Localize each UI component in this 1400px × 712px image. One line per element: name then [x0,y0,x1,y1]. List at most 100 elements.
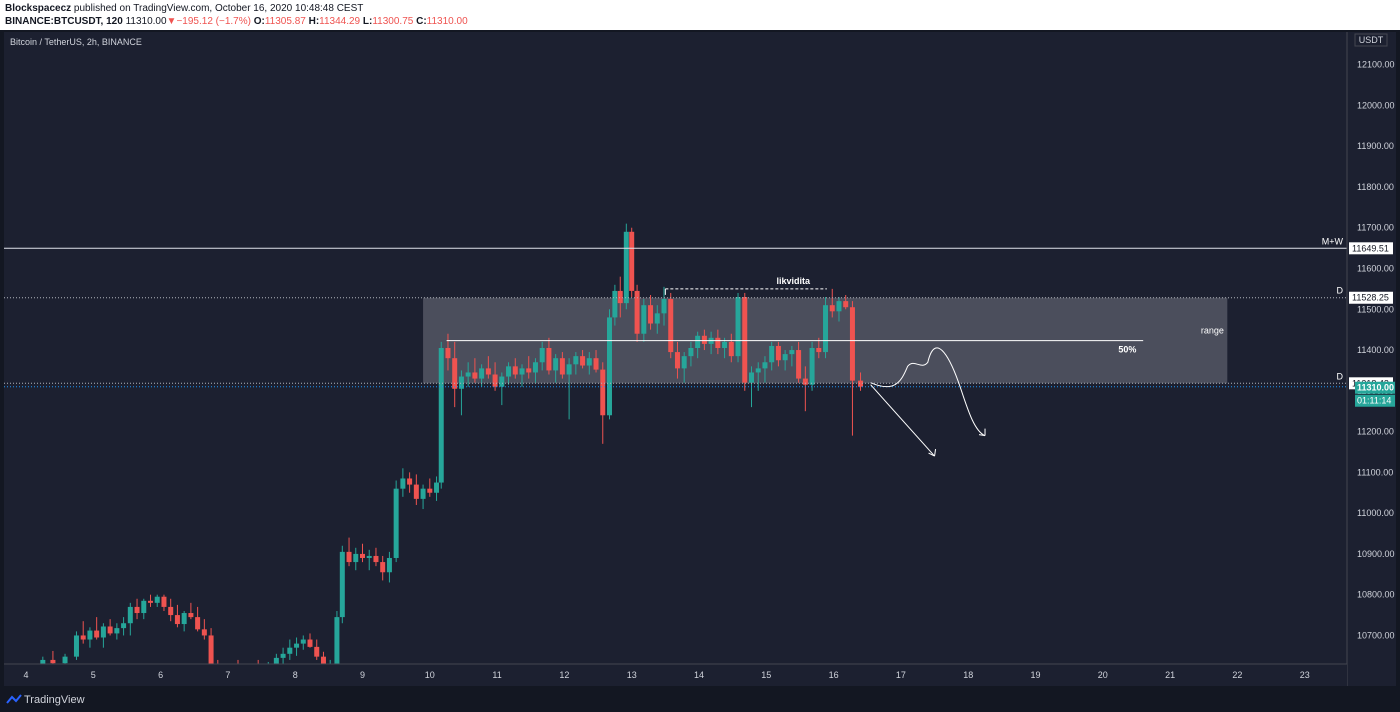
candle [593,350,599,373]
d-price-tag-background [1349,291,1393,304]
candle [823,297,829,359]
candle [654,305,660,334]
candle [434,476,440,501]
candle-body [492,374,498,387]
candle-body [80,635,86,640]
candle [427,478,433,497]
candle [775,341,781,367]
candle-body [668,299,674,353]
candle-body [134,606,140,614]
candle [366,549,372,571]
candle-body [559,358,565,375]
candle-body [553,358,559,371]
candle-body [722,341,728,348]
candle [782,350,788,371]
wave-projection-path [870,347,986,437]
candle [121,617,127,636]
candle-body [73,635,79,657]
candle-body [715,337,721,348]
candle [641,299,647,342]
candle [400,468,406,497]
candle-body [728,341,734,357]
candle [623,223,629,310]
price-tick-label: 11400.00 [1357,345,1394,355]
candle-body [629,231,635,291]
candle [681,352,687,383]
candle-body [445,348,451,359]
candle-body [393,488,399,558]
candle-body [661,299,667,314]
candle-body [755,368,761,373]
candle [154,594,160,607]
author-name[interactable]: Blockspacecz [5,3,72,14]
arrowhead-icon [978,428,986,437]
candle [452,341,458,408]
candle [386,551,392,583]
candle-body [161,596,167,607]
candle [715,329,721,355]
time-tick-label: 14 [694,670,704,680]
candle-body [648,305,654,324]
range-label: range [1201,326,1224,336]
candle [674,341,680,379]
last-price-tag-background [1355,381,1395,394]
publication-line: Blockspacecz published on TradingView.co… [5,3,363,15]
candle-body [307,639,313,647]
candle [539,341,545,371]
candle-body [434,482,440,493]
candle [688,341,694,367]
candle [94,617,100,640]
m-w-price-tag: 11649.51 [1352,243,1389,253]
candle [648,294,654,330]
candle-body [195,617,201,630]
time-axis[interactable]: 4 5 6 7 8 9 10 11 12 13 14 15 16 17 18 19 20 21 22 23 [4,663,1347,686]
price-tick-label: 11900.00 [1357,141,1394,151]
price-tick-label: 12100.00 [1357,60,1395,70]
candle [802,366,808,412]
candle [573,352,579,375]
time-tick-label: 9 [360,670,365,680]
candle [836,297,842,322]
time-tick-label: 4 [23,670,28,680]
candle [728,333,734,363]
tradingview-logo-icon[interactable] [6,693,22,707]
price-tick-label: 11800.00 [1357,182,1394,192]
price-tick-label: 10700.00 [1357,630,1395,640]
arrowhead-icon [928,448,937,457]
candle-body [695,335,701,348]
candle [843,294,849,310]
candle-body [188,613,194,618]
candle-body [479,368,485,379]
candle [465,362,471,387]
candle [526,356,532,379]
low-label: L: [362,16,373,27]
candle-body [148,600,154,603]
candle-body [816,348,822,353]
candle [161,594,167,611]
fifty-percent-label: 50% [1118,345,1136,355]
high-label: H: [308,16,320,27]
high-value: 11344.29 [319,16,361,27]
candle [586,352,592,375]
candle [546,337,552,375]
candle [809,341,815,391]
candle [668,292,674,359]
candle-body [314,646,320,657]
candle-body [688,348,694,357]
candle-body [472,372,478,379]
d-label: D [1337,286,1344,296]
candle [114,623,120,640]
candle-body [566,364,572,375]
price-axis[interactable]: USDT 10700.00 10800.00 10900.00 11000.00 1110… [1346,32,1396,686]
candle-body [742,297,748,383]
candle [346,537,352,567]
tradingview-brand[interactable]: TradingView [24,694,85,706]
candle-body [141,600,147,614]
candle [287,639,293,660]
candle-body [413,484,419,499]
candle [629,227,635,298]
candle-body [353,553,359,563]
candle [80,621,86,644]
